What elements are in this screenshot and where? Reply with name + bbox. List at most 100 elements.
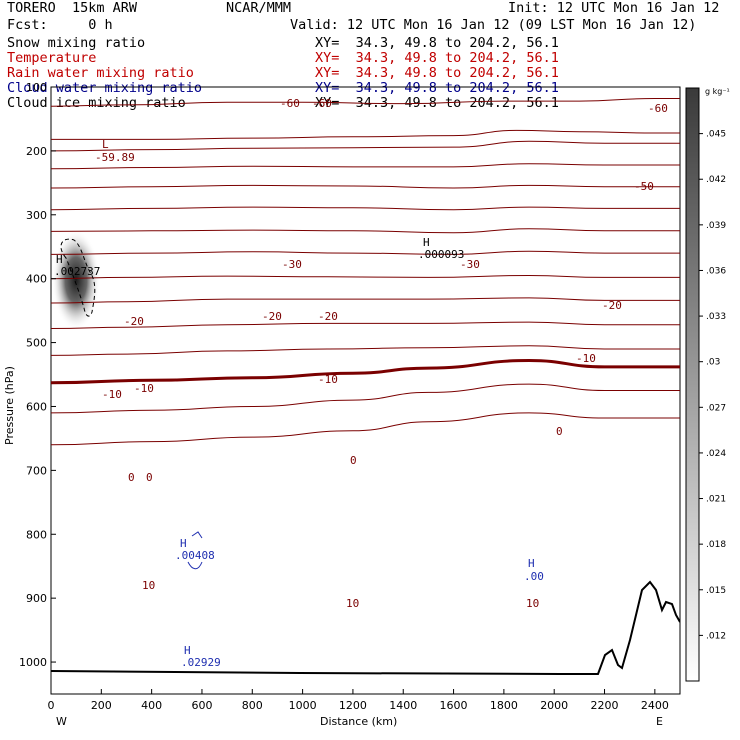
cloud-water-contour-2 [191,531,203,539]
temp-label: -10 [102,388,122,401]
temp-label: -30 [460,258,480,271]
colorbar-tick-label: .018 [706,540,726,550]
snow-contour [60,238,96,317]
temp-label: -20 [318,310,338,323]
x-tick-label: 1600 [440,699,468,712]
cloud-water-high-marker: H [180,537,187,550]
y-tick-label: 700 [26,464,47,477]
field-temp-xy: XY= 34.3, 49.8 to 204.2, 56.1 [315,50,559,66]
y-tick-label: 100 [26,81,47,94]
snow-shading [52,230,100,330]
snow-high-value: .002737 [54,265,100,278]
colorbar-tick-label: .015 [706,586,726,596]
terrain-line [51,580,680,675]
axes: 0 200 400 600 800 1000 1200 1400 1600 1800 2000 220… [19,81,669,712]
y-tick-label: 200 [26,145,47,158]
model-title: TORERO 15km ARW [7,0,138,16]
colorbar-tick-label: .03 [706,358,720,368]
colorbar-unit: g kg⁻¹ [705,87,730,96]
temp-label: 0 [146,471,153,484]
temperature-contour [51,358,680,385]
temperature-contour [51,129,680,140]
temp-label: -60 [280,97,300,110]
low-marker: L [102,138,109,151]
cloud-water-contour-1 [187,561,203,570]
x-tick-label: 200 [91,699,112,712]
x-tick-label: 1400 [389,699,417,712]
colorbar [685,87,700,682]
x-tick-label: 0 [48,699,55,712]
center-title: NCAR/MMM [226,0,292,16]
temp-label: 0 [350,454,357,467]
temperature-contour [51,412,680,446]
x-tick-label: 800 [242,699,263,712]
colorbar-tick-label: .042 [706,175,726,185]
y-tick-label: 300 [26,209,47,222]
temp-label: -20 [602,299,622,312]
temperature-contour [51,297,680,304]
temperature-contours [51,98,680,446]
field-snow-xy: XY= 34.3, 49.8 to 204.2, 56.1 [315,35,559,51]
y-axis-title: Pressure (hPa) [3,366,16,445]
cloud-water-high-value: .02929 [181,656,221,669]
temp-label: 10 [526,597,539,610]
y-tick-label: 1000 [19,656,47,669]
temp-label: 10 [346,597,359,610]
colorbar-tick-label: .039 [706,221,726,231]
x-tick-label: 1800 [490,699,518,712]
temp-label: -20 [262,310,282,323]
west-label: W [56,715,67,728]
colorbar-ticks: .012 .015 .018 .021 .024 .027 .03 .033 .036 .039.… [699,130,726,641]
y-tick-label: 500 [26,337,47,350]
field-cloudwater-xy: XY= 34.3, 49.8 to 204.2, 56.1 [315,80,559,96]
snow-high-marker: H [56,253,63,266]
cloud-water-high-value: .00408 [175,549,215,562]
temp-label: -60 [648,102,668,115]
cloud-water-high-marker: H [528,557,535,570]
valid-time: Valid: 12 UTC Mon 16 Jan 12 (09 LST Mon … [290,17,697,33]
ice-high-marker: H [423,236,430,249]
colorbar-tick-label: .024 [706,449,726,459]
init-time: Init: 12 UTC Mon 16 Jan 12 [508,0,720,16]
colorbar-tick-label: .045 [706,130,726,140]
temp-label: -10 [576,352,596,365]
y-tick-label: 600 [26,400,47,413]
colorbar-tick-label: .027 [706,403,726,413]
field-cloudice-name: Cloud ice mixing ratio [7,95,186,111]
temperature-contour [51,140,680,152]
cloud-water-high-marker: H [184,644,191,657]
low-value: -59.89 [95,151,135,164]
temperature-contour [51,321,680,329]
x-tick-label: 400 [141,699,162,712]
temperature-contour [51,163,680,170]
temp-label: -30 [282,258,302,271]
y-tick-label: 900 [26,592,47,605]
x-tick-label: 2400 [641,699,669,712]
x-tick-label: 1200 [339,699,367,712]
temperature-contour [51,250,680,255]
y-tick-label: 800 [26,528,47,541]
temp-label: 10 [142,579,155,592]
field-cloudwater-name: Cloud water mixing ratio [7,80,203,96]
colorbar-tick-label: .033 [706,312,726,322]
x-tick-label: 600 [191,699,212,712]
temp-label: -10 [318,373,338,386]
temp-label: -20 [124,315,144,328]
forecast-hour: Fcst: 0 h [7,17,113,33]
temperature-contour [51,206,680,211]
colorbar-tick-label: .036 [706,266,726,276]
temp-label: -50 [634,180,654,193]
temperature-contour [51,184,680,189]
temperature-contour [51,98,680,107]
field-snow-name: Snow mixing ratio [7,35,146,51]
temp-label: -60 [312,97,332,110]
y-tick-label: 400 [26,273,47,286]
ice-high-value: .000093 [418,248,464,261]
temp-label: 0 [128,471,135,484]
field-rain-xy: XY= 34.3, 49.8 to 204.2, 56.1 [315,65,559,81]
x-tick-label: 1000 [289,699,317,712]
temp-label: 0 [556,425,563,438]
temperature-contour [51,274,680,280]
temperature-contour [51,383,680,414]
